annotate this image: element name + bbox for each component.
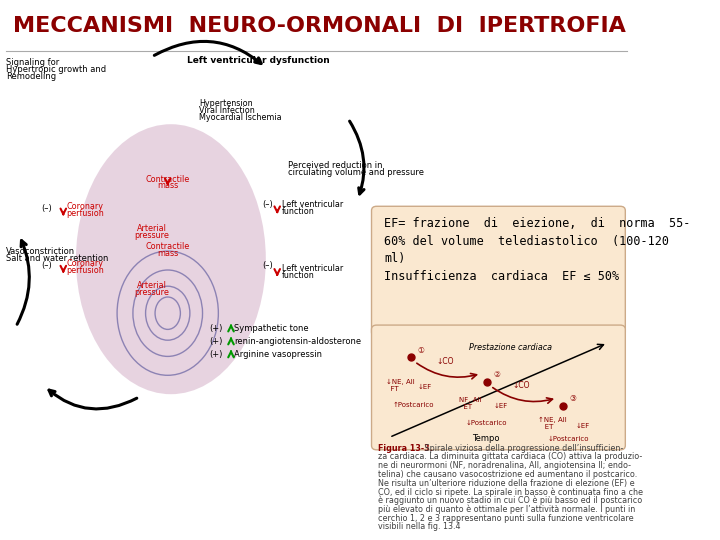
Text: Contractile: Contractile: [145, 175, 190, 184]
FancyBboxPatch shape: [372, 206, 626, 336]
Text: ②: ②: [494, 370, 500, 379]
Text: ↓Postcarico: ↓Postcarico: [547, 436, 589, 442]
Text: Salt and water retention: Salt and water retention: [6, 254, 109, 262]
Text: CO, ed il ciclo si ripete. La spirale in basso è continuata fino a che: CO, ed il ciclo si ripete. La spirale in…: [379, 487, 644, 497]
Text: (–): (–): [41, 204, 52, 213]
Text: MECCANISMI  NEURO-ORMONALI  DI  IPERTROFIA: MECCANISMI NEURO-ORMONALI DI IPERTROFIA: [13, 16, 626, 36]
Text: mass: mass: [157, 249, 179, 258]
Text: Spirale viziosa della progressione dell’insufficien-: Spirale viziosa della progressione dell’…: [421, 444, 623, 453]
Text: Ne risulta un’ulteriore riduzione della frazione di elezione (EF) e: Ne risulta un’ulteriore riduzione della …: [379, 479, 635, 488]
Text: ↓EF: ↓EF: [576, 423, 590, 429]
Text: ne di neurormoni (NF, noradrenalina, AII, angiotensina II; endo-: ne di neurormoni (NF, noradrenalina, AII…: [379, 461, 631, 470]
Text: Perceived reduction in: Perceived reduction in: [288, 161, 382, 170]
Text: Hypertension: Hypertension: [199, 99, 253, 108]
Text: Arginine vasopressin: Arginine vasopressin: [234, 350, 322, 359]
Text: ↓EF: ↓EF: [418, 384, 432, 390]
Text: più elevato di quanto è ottimale per l’attività normale. I punti in: più elevato di quanto è ottimale per l’a…: [379, 505, 636, 514]
Text: Tempo: Tempo: [472, 434, 500, 443]
Text: (+): (+): [209, 337, 222, 346]
FancyBboxPatch shape: [372, 325, 626, 450]
Text: Arterial: Arterial: [137, 224, 167, 233]
Text: ↓CO: ↓CO: [437, 357, 454, 366]
Text: Left ventricular: Left ventricular: [282, 200, 343, 208]
Text: Hypertropic growth and: Hypertropic growth and: [6, 65, 107, 73]
Text: function: function: [282, 207, 315, 215]
Text: ↓NE, AII
  FT: ↓NE, AII FT: [386, 379, 415, 392]
Text: (–): (–): [263, 261, 274, 270]
Text: pressure: pressure: [135, 288, 169, 296]
Text: Left ventricular dysfunction: Left ventricular dysfunction: [186, 56, 330, 65]
Text: ↑Postcarico: ↑Postcarico: [392, 402, 434, 408]
Text: Coronary: Coronary: [66, 259, 104, 268]
Text: circulating volume and pressure: circulating volume and pressure: [288, 168, 424, 177]
Text: (–): (–): [263, 200, 274, 208]
Text: è raggiunto un nuovo stadio in cui CO è più basso ed il postcarico: è raggiunto un nuovo stadio in cui CO è …: [379, 496, 643, 505]
Text: perfusion: perfusion: [66, 266, 104, 275]
Text: ↓EF: ↓EF: [494, 403, 508, 409]
Text: Figura 13-3.: Figura 13-3.: [379, 444, 433, 453]
Text: telina) che causano vasocostrizione ed aumentano il postcarico.: telina) che causano vasocostrizione ed a…: [379, 470, 638, 479]
Text: EF= frazione  di  eiezione,  di  norma  55-
60% del volume  telediastolico  (100: EF= frazione di eiezione, di norma 55- 6…: [384, 217, 690, 282]
Text: Remodeling: Remodeling: [6, 72, 56, 80]
Text: Sympathetic tone: Sympathetic tone: [234, 324, 309, 333]
Text: ↓Postcarico: ↓Postcarico: [465, 421, 507, 427]
Text: (+): (+): [209, 324, 222, 333]
Text: ↑NE, AII
   ET: ↑NE, AII ET: [538, 417, 567, 430]
Text: perfusion: perfusion: [66, 209, 104, 218]
Text: renin-angiotensin-aldosterone: renin-angiotensin-aldosterone: [234, 337, 361, 346]
Text: visibili nella fig. 13.4: visibili nella fig. 13.4: [379, 522, 461, 531]
Text: Prestazione cardiaca: Prestazione cardiaca: [469, 343, 552, 352]
Text: Signaling for: Signaling for: [6, 58, 60, 66]
Text: Arterial: Arterial: [137, 281, 167, 289]
Ellipse shape: [76, 124, 266, 394]
Text: Contractile: Contractile: [145, 242, 190, 251]
Text: Vasoconstriction: Vasoconstriction: [6, 247, 76, 255]
Text: cerchio 1, 2 e 3 rappresentano punti sulla funzione ventricolare: cerchio 1, 2 e 3 rappresentano punti sul…: [379, 514, 634, 523]
Text: Viral Infection: Viral Infection: [199, 106, 255, 115]
Text: ③: ③: [570, 394, 577, 403]
Text: za cardiaca. La diminuita gittata cardiaca (CO) attiva la produzio-: za cardiaca. La diminuita gittata cardia…: [379, 453, 643, 462]
Text: Myocardial Ischemia: Myocardial Ischemia: [199, 113, 282, 122]
Text: mass: mass: [157, 181, 179, 190]
Text: (–): (–): [41, 261, 52, 270]
Text: Coronary: Coronary: [66, 202, 104, 211]
Text: pressure: pressure: [135, 231, 169, 240]
Text: Left ventricular: Left ventricular: [282, 264, 343, 273]
Text: ①: ①: [418, 346, 425, 355]
Text: NF, AII
  ET: NF, AII ET: [459, 397, 482, 410]
Text: function: function: [282, 271, 315, 280]
Text: ↓CO: ↓CO: [513, 381, 530, 390]
Text: (+): (+): [209, 350, 222, 359]
